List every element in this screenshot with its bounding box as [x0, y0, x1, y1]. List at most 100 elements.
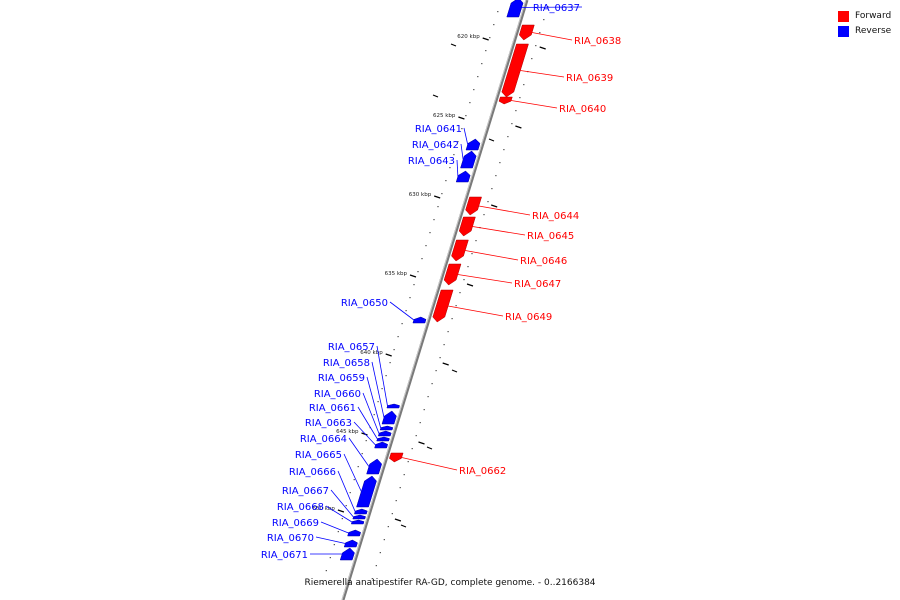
reverse-swatch [838, 26, 849, 37]
gene-ria-0639[interactable] [501, 43, 529, 98]
gene-label[interactable]: RIA_0665 [295, 450, 342, 461]
gene-label[interactable]: RIA_0663 [305, 418, 352, 429]
gene-label[interactable]: RIA_0661 [309, 403, 356, 414]
gene-ria-0637[interactable] [506, 0, 524, 18]
gene-ria-0670[interactable] [343, 539, 358, 548]
gene-label[interactable]: RIA_0649 [505, 312, 552, 323]
label-connector [457, 274, 513, 284]
gene-ria-0647[interactable] [443, 263, 462, 286]
label-connector [348, 437, 370, 467]
gene-label[interactable]: RIA_0667 [282, 486, 329, 497]
gene-ria-0660[interactable] [377, 430, 392, 437]
gene-ria-0649[interactable] [432, 289, 454, 323]
legend-forward-label: Forward [855, 11, 892, 21]
gene-label[interactable]: RIA_0643 [408, 156, 455, 167]
gene-ria-0645[interactable] [458, 216, 476, 237]
gene-label[interactable]: RIA_0669 [272, 518, 319, 529]
forward-swatch [838, 11, 849, 22]
gene-features [339, 0, 535, 561]
tick-left [434, 195, 441, 199]
label-connector [401, 457, 458, 471]
legend-reverse-label: Reverse [855, 26, 892, 36]
gene-ria-0666[interactable] [354, 508, 368, 515]
label-connector [389, 301, 415, 321]
gene-label[interactable]: RIA_0642 [412, 140, 459, 151]
gene-label[interactable]: RIA_0664 [300, 434, 347, 445]
gene-ria-0659[interactable] [379, 425, 394, 431]
label-connector [320, 521, 349, 534]
label-connector [357, 406, 378, 440]
gene-ria-0646[interactable] [451, 239, 469, 262]
label-connector [362, 392, 380, 434]
gene-ria-0642[interactable] [460, 150, 477, 169]
gene-label[interactable]: RIA_0639 [566, 73, 613, 84]
gene-ria-0664[interactable] [366, 458, 382, 475]
label-connector [456, 159, 459, 177]
label-connector [376, 345, 388, 407]
tick-right [394, 518, 402, 522]
gene-label[interactable]: RIA_0659 [318, 373, 365, 384]
gene-labels: RIA_0637 RIA_0638 RIA_0639 RIA_0640 RIA_0641… [261, 3, 621, 561]
gene-ria-0671[interactable] [339, 547, 355, 561]
label-connector [448, 305, 504, 317]
label-connector [511, 100, 558, 109]
minor-tick-dots [321, 6, 549, 585]
gene-label[interactable]: RIA_0666 [289, 467, 336, 478]
gene-ria-0650[interactable] [412, 316, 427, 324]
gene-label[interactable]: RIA_0644 [532, 211, 579, 222]
label-connector [343, 453, 362, 492]
gene-label[interactable]: RIA_0637 [533, 3, 580, 14]
gene-label[interactable]: RIA_0657 [328, 342, 375, 353]
gene-ria-0640[interactable] [498, 96, 513, 105]
scale-ticks: 620 kbp 625 kbp 630 kbp 635 kbp 640 kbp 645 k… [312, 34, 546, 528]
gene-ria-0641[interactable] [465, 138, 481, 151]
gene-label[interactable]: RIA_0660 [314, 389, 361, 400]
gene-ria-0638[interactable] [519, 24, 535, 41]
gene-label[interactable]: RIA_0671 [261, 550, 308, 561]
tick-label: 640 kbp [360, 350, 383, 356]
gene-label[interactable]: RIA_0640 [559, 104, 606, 115]
gene-label[interactable]: RIA_0658 [323, 358, 370, 369]
gene-label[interactable]: RIA_0641 [415, 124, 462, 135]
genome-backbone [341, 0, 529, 600]
gene-ria-0662[interactable] [389, 452, 404, 463]
label-connector [371, 361, 385, 418]
label-connector [353, 421, 376, 446]
gene-ria-0643[interactable] [455, 170, 471, 183]
gene-ria-0657[interactable] [386, 403, 400, 409]
tick-label: 650 kbp [312, 506, 335, 512]
gene-label[interactable]: RIA_0650 [341, 298, 388, 309]
gene-label[interactable]: RIA_0645 [527, 231, 574, 242]
tick-left [409, 274, 417, 278]
gene-label[interactable]: RIA_0662 [459, 466, 506, 477]
tick-label: 645 kbp [336, 429, 359, 435]
gene-ria-0668[interactable] [350, 519, 365, 525]
legend-reverse: Reverse [838, 24, 891, 39]
tick-right [515, 125, 522, 129]
legend-forward: Forward [838, 9, 891, 24]
tick-left [385, 353, 392, 357]
legend: Forward Reverse [838, 9, 891, 39]
tick-label: 635 kbp [385, 271, 408, 277]
gene-label[interactable]: RIA_0668 [277, 502, 324, 513]
tick-left [337, 509, 345, 513]
map-caption: Riemerella anatipestifer RA-GD, complete… [304, 578, 596, 588]
label-connector [509, 6, 583, 8]
gene-ria-0665[interactable] [356, 475, 377, 508]
gene-ria-0667[interactable] [352, 514, 366, 520]
gene-ria-0669[interactable] [347, 529, 362, 537]
label-connector [315, 536, 346, 544]
gene-label[interactable]: RIA_0638 [574, 36, 621, 47]
gene-label[interactable]: RIA_0647 [514, 279, 561, 290]
gene-ria-0661[interactable] [376, 436, 390, 442]
tick-right [539, 46, 546, 50]
label-connector [463, 127, 469, 145]
gene-ria-0663[interactable] [374, 441, 389, 449]
label-connector [325, 505, 353, 523]
tick-label: 625 kbp [433, 113, 456, 119]
label-connector [366, 376, 382, 429]
gene-ria-0644[interactable] [465, 196, 482, 216]
gene-label[interactable]: RIA_0670 [267, 533, 314, 544]
gene-ria-0658[interactable] [381, 410, 397, 425]
gene-label[interactable]: RIA_0646 [520, 256, 567, 267]
